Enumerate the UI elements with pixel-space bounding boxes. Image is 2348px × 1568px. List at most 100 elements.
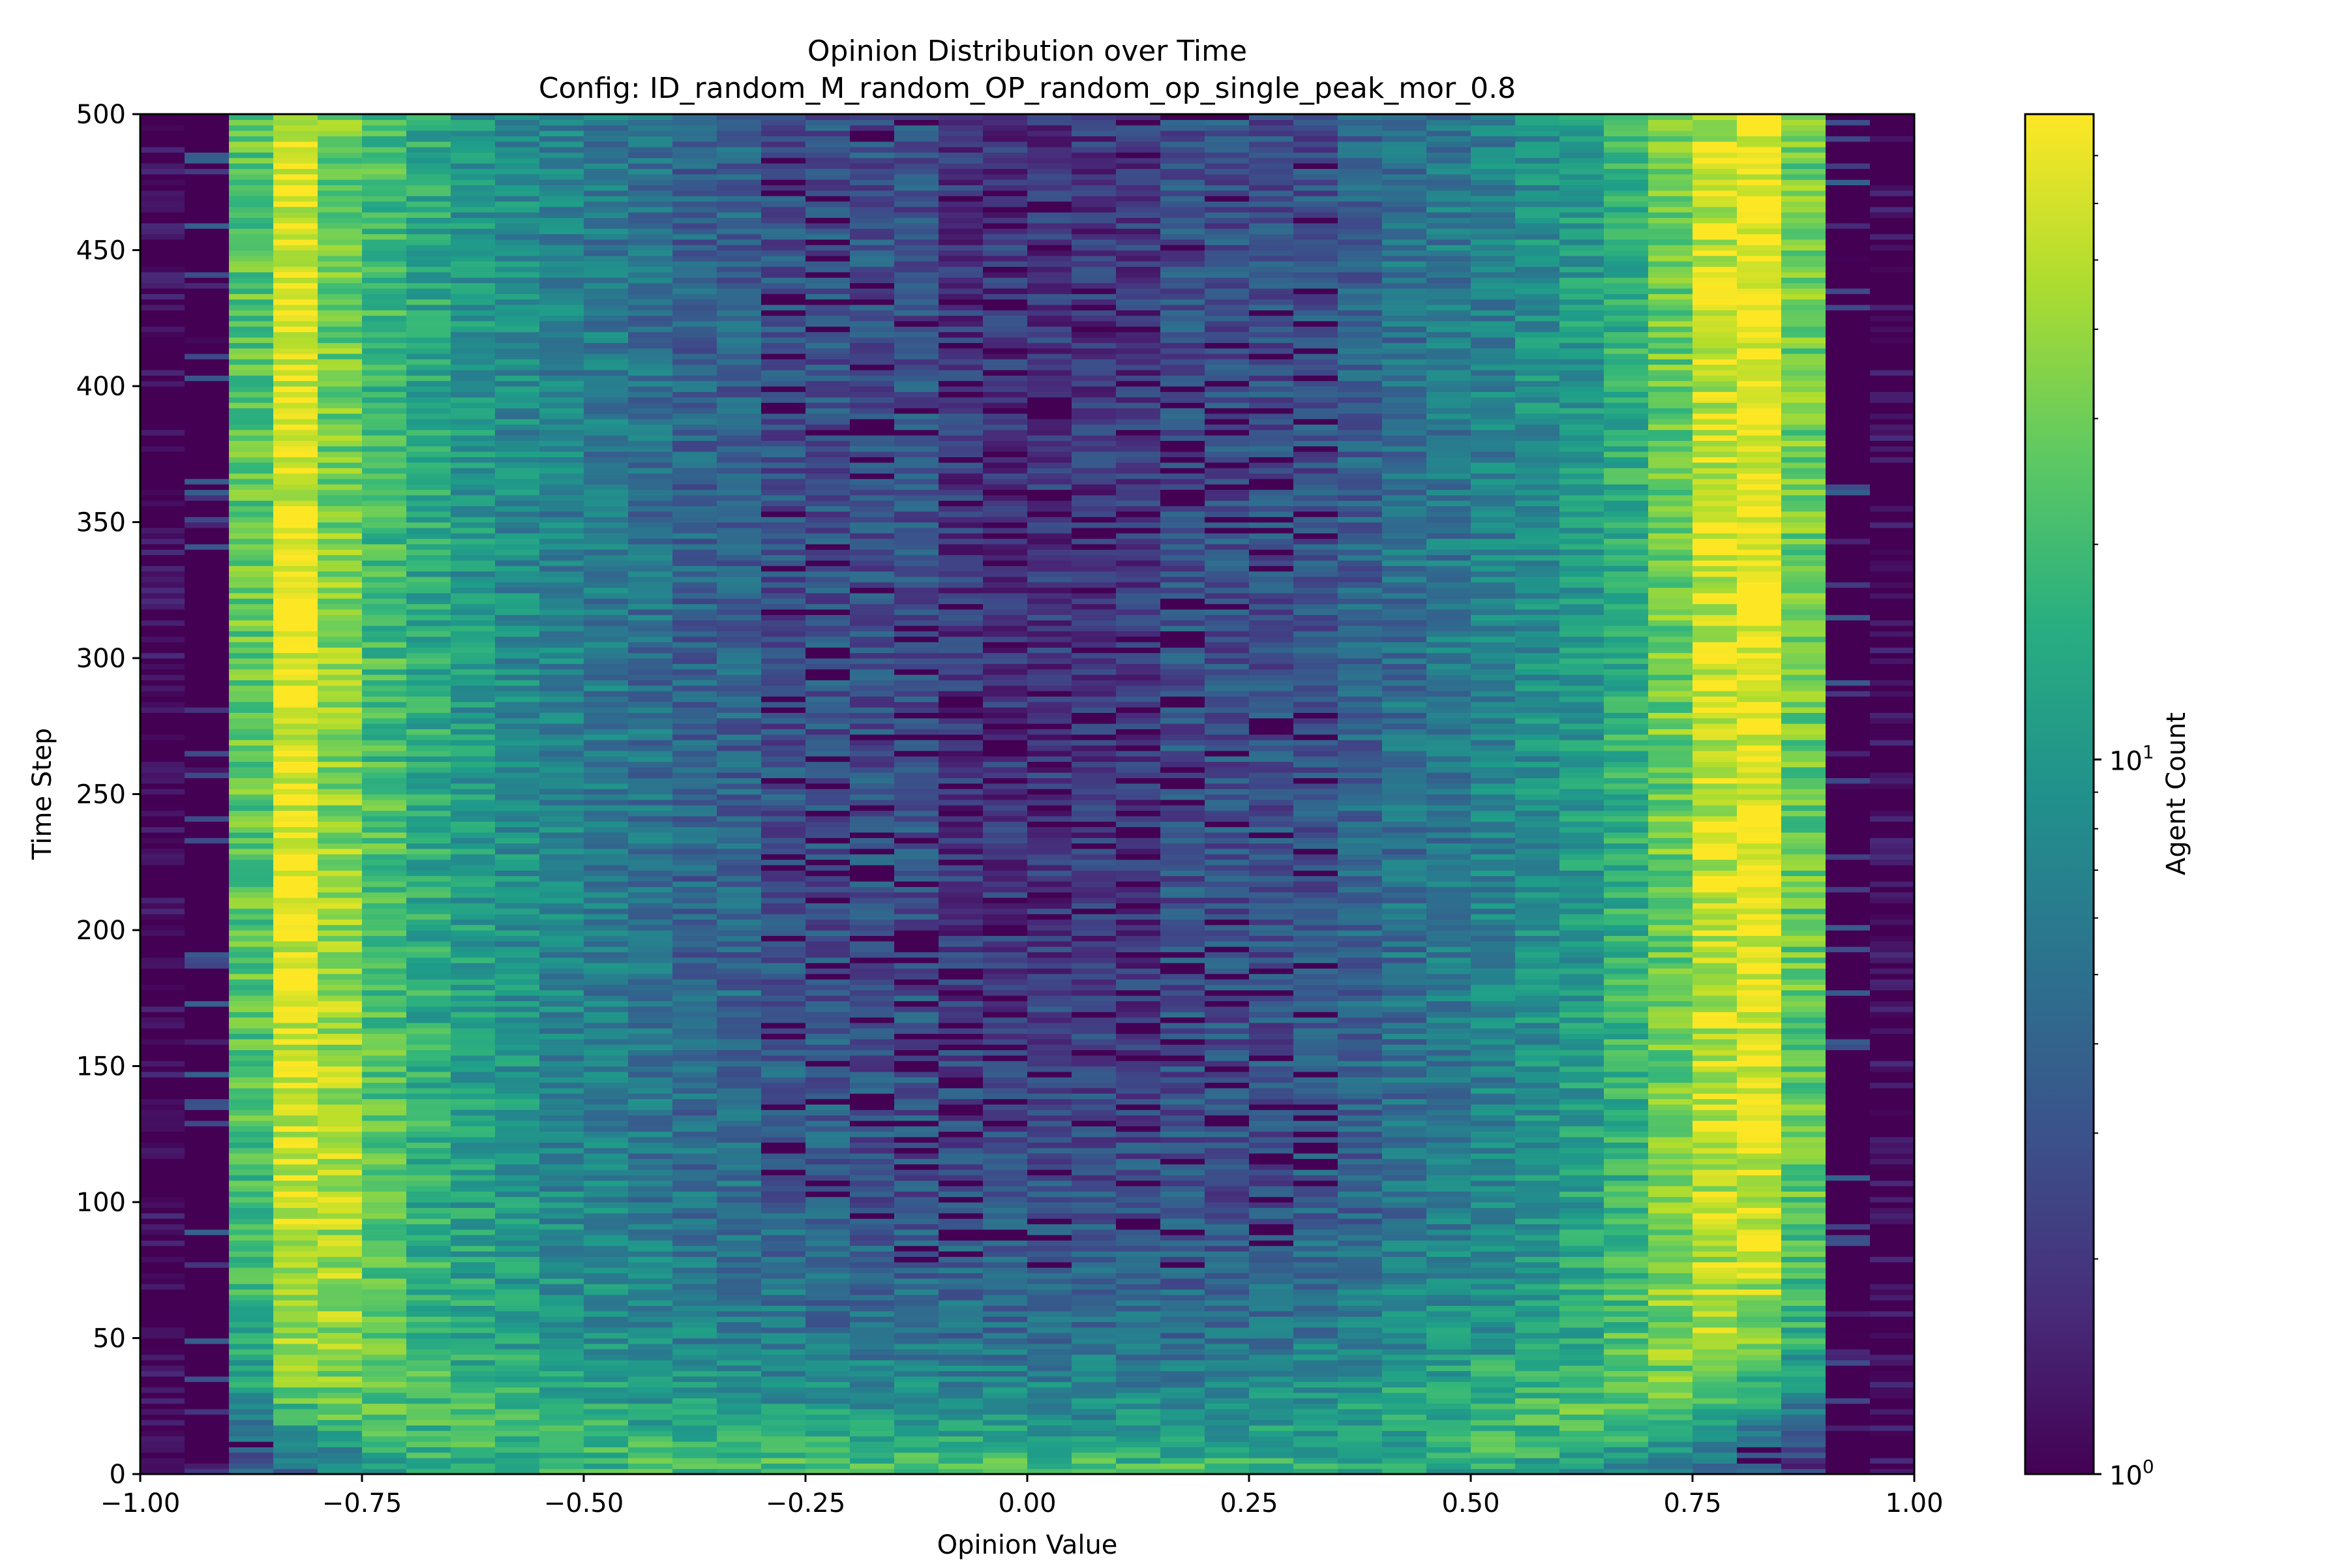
heatmap-cell xyxy=(939,766,984,773)
heatmap-cell xyxy=(894,886,939,893)
heatmap-cell xyxy=(850,647,895,654)
heatmap-cell xyxy=(539,353,584,359)
heatmap-cell xyxy=(894,1327,939,1333)
heatmap-cell xyxy=(983,832,1028,838)
heatmap-cell xyxy=(717,892,762,898)
heatmap-cell xyxy=(318,1284,363,1290)
heatmap-cell xyxy=(539,315,584,322)
heatmap-cell xyxy=(406,1207,451,1214)
heatmap-cell xyxy=(983,740,1028,746)
heatmap-cell xyxy=(229,255,274,262)
heatmap-cell xyxy=(406,1071,451,1078)
heatmap-cell xyxy=(939,1354,984,1361)
heatmap-cell xyxy=(805,707,850,713)
heatmap-cell xyxy=(672,1414,717,1421)
heatmap-cell xyxy=(939,1381,984,1388)
heatmap-cell xyxy=(539,696,584,702)
heatmap-cell xyxy=(362,1001,407,1007)
heatmap-cell xyxy=(539,168,584,175)
heatmap-cell xyxy=(362,903,407,909)
heatmap-cell xyxy=(539,375,584,382)
heatmap-cell xyxy=(850,185,895,191)
heatmap-cell xyxy=(318,1126,363,1132)
heatmap-cell xyxy=(894,353,939,359)
heatmap-cell xyxy=(761,799,806,806)
heatmap-cell xyxy=(717,489,762,496)
heatmap-cell xyxy=(805,1245,850,1252)
heatmap-cell xyxy=(850,451,895,458)
heatmap-cell xyxy=(805,1224,850,1230)
heatmap-cell xyxy=(983,1158,1028,1165)
heatmap-cell xyxy=(273,288,318,294)
heatmap-cell xyxy=(584,1235,629,1241)
heatmap-cell xyxy=(273,1077,318,1083)
heatmap-cell xyxy=(185,843,230,849)
heatmap-cell xyxy=(229,946,274,952)
heatmap-cell xyxy=(850,1240,895,1246)
heatmap-cell xyxy=(672,1387,717,1393)
heatmap-cell xyxy=(406,228,451,235)
heatmap-cell xyxy=(318,1441,363,1447)
heatmap-cell xyxy=(451,1087,496,1094)
heatmap-cell xyxy=(584,397,629,403)
heatmap-cell xyxy=(406,875,451,882)
heatmap-cell xyxy=(717,1142,762,1149)
heatmap-cell xyxy=(983,723,1028,730)
heatmap-cell xyxy=(539,810,584,817)
heatmap-cell xyxy=(894,1038,939,1045)
heatmap-cell xyxy=(185,1261,230,1268)
heatmap-cell xyxy=(894,1001,939,1007)
heatmap-cell xyxy=(140,255,185,262)
heatmap-cell xyxy=(185,848,230,854)
heatmap-cell xyxy=(983,511,1028,517)
heatmap-cell xyxy=(761,701,806,708)
heatmap-cell xyxy=(628,946,673,952)
heatmap-cell xyxy=(451,451,496,458)
heatmap-cell xyxy=(406,886,451,893)
heatmap-cell xyxy=(451,919,496,926)
heatmap-cell xyxy=(539,1414,584,1421)
heatmap-cell xyxy=(717,963,762,969)
heatmap-cell xyxy=(717,1224,762,1230)
heatmap-cell xyxy=(939,402,984,408)
heatmap-cell xyxy=(185,1240,230,1246)
heatmap-cell xyxy=(850,1235,895,1241)
heatmap-cell xyxy=(983,1153,1028,1159)
heatmap-cell xyxy=(318,1468,363,1475)
heatmap-cell xyxy=(894,228,939,235)
heatmap-cell xyxy=(805,173,850,180)
heatmap-cell xyxy=(229,1354,274,1361)
heatmap-cell xyxy=(451,625,496,631)
heatmap-cell xyxy=(229,614,274,621)
heatmap-cell xyxy=(939,1049,984,1056)
heatmap-cell xyxy=(273,245,318,251)
heatmap-cell xyxy=(761,1321,806,1328)
heatmap-cell xyxy=(983,935,1028,942)
heatmap-cell xyxy=(185,168,230,175)
heatmap-cell xyxy=(717,1158,762,1165)
heatmap-cell xyxy=(140,663,185,670)
heatmap-cell xyxy=(672,1191,717,1198)
heatmap-cell xyxy=(717,815,762,822)
heatmap-cell xyxy=(362,620,407,626)
heatmap-cell xyxy=(185,1218,230,1224)
heatmap-cell xyxy=(584,946,629,952)
heatmap-cell xyxy=(451,881,496,887)
heatmap-cell xyxy=(850,805,895,811)
heatmap-cell xyxy=(850,946,895,952)
heatmap-cell xyxy=(362,473,407,479)
heatmap-cell xyxy=(539,342,584,349)
heatmap-cell xyxy=(495,1289,540,1295)
heatmap-cell xyxy=(983,1284,1028,1290)
heatmap-cell xyxy=(362,1120,407,1126)
heatmap-cell xyxy=(584,337,629,343)
heatmap-cell xyxy=(850,1006,895,1012)
heatmap-cell xyxy=(362,1240,407,1246)
heatmap-cell xyxy=(539,892,584,898)
heatmap-cell xyxy=(628,935,673,942)
heatmap-cell xyxy=(805,805,850,811)
heatmap-cell xyxy=(229,1229,274,1235)
heatmap-cell xyxy=(628,337,673,343)
heatmap-cell xyxy=(451,592,496,599)
heatmap-cell xyxy=(850,429,895,436)
